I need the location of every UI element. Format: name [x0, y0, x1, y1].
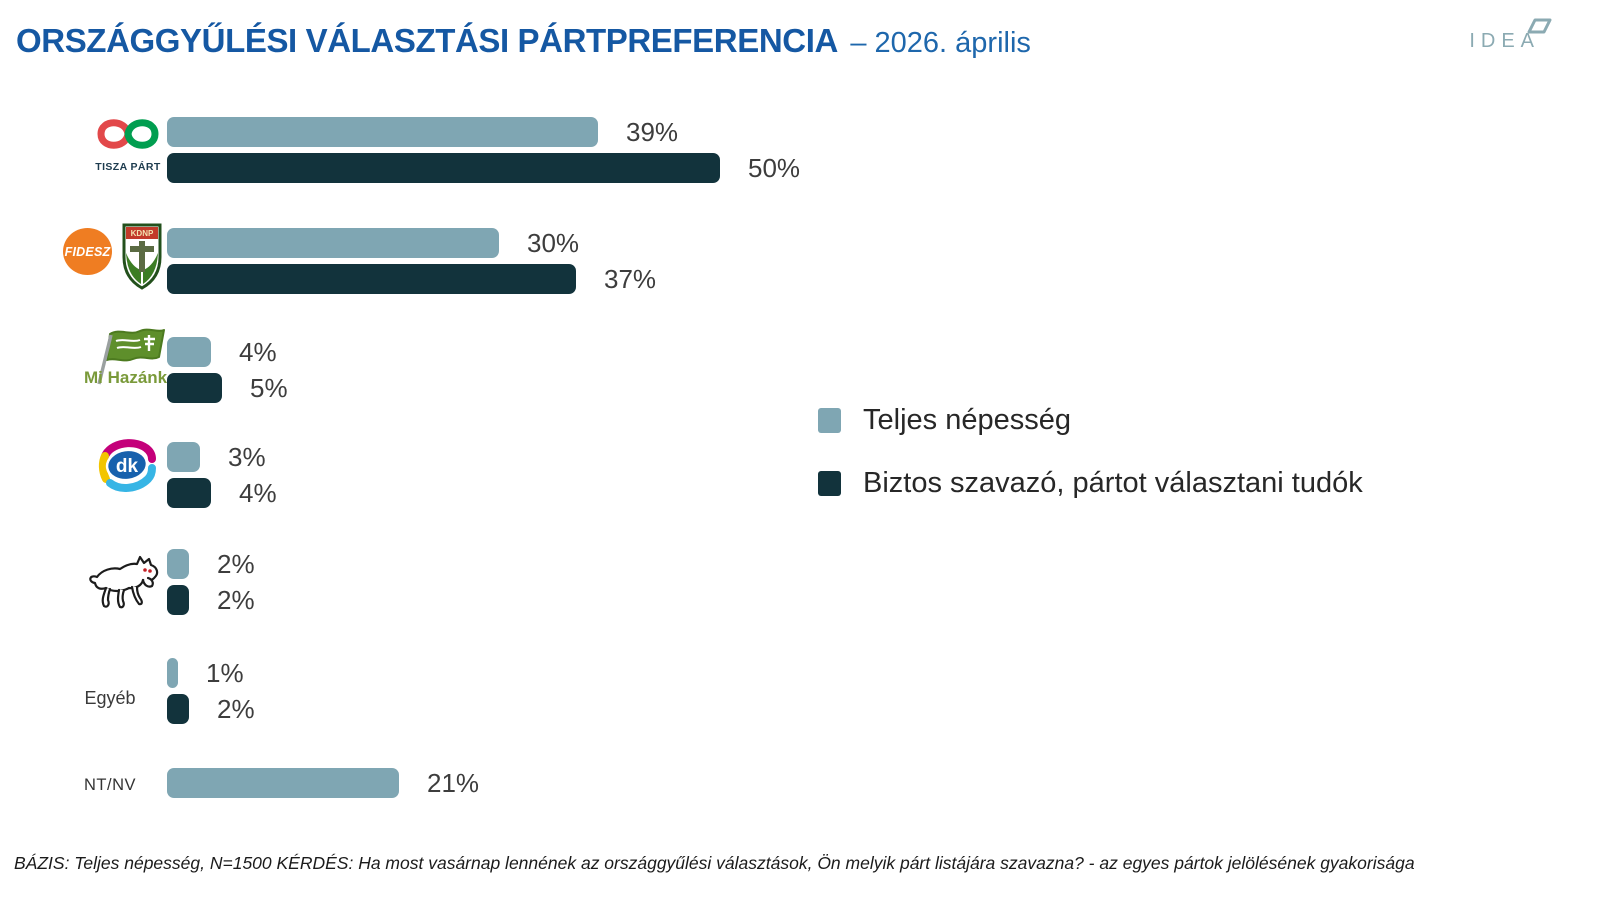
- bar-line: 30%: [167, 228, 1600, 258]
- bar-value-label: 2%: [217, 584, 255, 615]
- bar-line: 3%: [167, 442, 1600, 472]
- kdnp-shield-text: KDNP: [131, 229, 154, 238]
- bar-group-egyeb: Egyéb 1% 2%: [0, 658, 1600, 724]
- egyeb-label: Egyéb: [84, 688, 136, 708]
- idea-logo-icon: [1527, 18, 1552, 34]
- bar-value-label: 4%: [239, 477, 277, 508]
- bar-line: 2%: [167, 694, 1600, 724]
- bar-value-label: 30%: [527, 227, 580, 258]
- idea-institute-logo: IDEA: [1469, 18, 1552, 53]
- bar-line: 2%: [167, 549, 1600, 579]
- bar-line: 39%: [167, 117, 1600, 147]
- legend-swatch-teljes: [818, 407, 841, 433]
- bar-line: 2%: [167, 585, 1600, 615]
- mi-hazank-label: Mi Hazánk: [84, 368, 168, 387]
- title-main: ORSZÁGGYŰLÉSI VÁLASZTÁSI PÁRTPREFERENCIA: [16, 22, 838, 59]
- legend-label-teljes: Teljes népesség: [863, 403, 1071, 436]
- bar-value-label: 3%: [228, 441, 266, 472]
- ntnv-label: NT/NV: [84, 776, 136, 794]
- mkkp-dog-icon: [89, 555, 159, 609]
- footer-note: BÁZIS: Teljes népesség, N=1500 KÉRDÉS: H…: [14, 853, 1415, 873]
- bar-group-fidesz: FIDESZ KDNP 30% 37%: [0, 223, 1600, 294]
- legend-item-biztos: Biztos szavazó, pártot választani tudók: [818, 463, 1363, 503]
- kdnp-shield-icon: KDNP: [122, 223, 162, 290]
- legend-label-biztos: Biztos szavazó, pártot választani tudók: [863, 466, 1363, 499]
- bar-value-label: 1%: [206, 657, 244, 688]
- bar-line: 37%: [167, 264, 1600, 294]
- bar-value-label: 4%: [239, 336, 277, 367]
- bar-line: 4%: [167, 337, 1600, 367]
- bar-dk-biztos: [167, 478, 211, 508]
- mi-hazank-logo: Mi Hazánk: [84, 326, 170, 393]
- bar-value-label: 50%: [748, 152, 801, 183]
- mi-hazank-flag-icon: Mi Hazánk: [84, 328, 168, 387]
- tisza-part-label: TISZA PÁRT: [95, 161, 161, 173]
- legend: Teljes népesség Biztos szavazó, pártot v…: [818, 400, 1363, 526]
- bar-line: 5%: [167, 373, 1600, 403]
- bar-line: 4%: [167, 478, 1600, 508]
- bar-value-label: 2%: [217, 693, 255, 724]
- fidesz-logo: FIDESZ: [63, 228, 112, 275]
- bar-group-tisza: TISZA PÁRT 39% 50%: [0, 117, 1600, 183]
- bar-value-label: 37%: [604, 263, 657, 294]
- bar-group-dk: dk 3% 4%: [0, 439, 1600, 508]
- bar-egyeb-biztos: [167, 694, 189, 724]
- tisza-infinity-icon: [97, 119, 159, 149]
- bar-group-mkkp: 2% 2%: [0, 549, 1600, 615]
- page-title: ORSZÁGGYŰLÉSI VÁLASZTÁSI PÁRTPREFERENCIA…: [16, 22, 1031, 60]
- bar-ntnv-teljes: [167, 768, 399, 798]
- bar-value-label: 39%: [626, 116, 679, 147]
- fidesz-logo-text: FIDESZ: [64, 244, 111, 259]
- bar-mihazank-biztos: [167, 373, 222, 403]
- mkkp-dog-logo: [86, 552, 164, 617]
- bar-dk-teljes: [167, 442, 200, 472]
- dk-logo-text: dk: [116, 456, 139, 477]
- title-date: – 2026. április: [850, 27, 1031, 59]
- legend-swatch-biztos: [818, 470, 841, 496]
- bar-value-label: 21%: [427, 767, 480, 798]
- bar-group-mihazank: Mi Hazánk 4% 5%: [0, 328, 1600, 403]
- dk-logo-icon: dk: [98, 439, 156, 492]
- bar-tisza-teljes: [167, 117, 598, 147]
- bar-value-label: 2%: [217, 548, 255, 579]
- bar-mkkp-biztos: [167, 585, 189, 615]
- idea-logo-text: IDEA: [1469, 30, 1540, 52]
- bar-mihazank-teljes: [167, 337, 211, 367]
- dk-logo: dk: [98, 434, 156, 501]
- bar-tisza-biztos: [167, 153, 720, 183]
- tisza-part-logo: TISZA PÁRT: [88, 113, 168, 173]
- kdnp-logo: KDNP: [122, 223, 162, 296]
- bar-line: 1%: [167, 658, 1600, 688]
- bar-mkkp-teljes: [167, 549, 189, 579]
- bar-line: 21%: [167, 768, 1600, 798]
- bar-group-ntnv: NT/NV 21%: [0, 768, 1600, 798]
- legend-item-teljes: Teljes népesség: [818, 400, 1363, 440]
- bar-egyeb-teljes: [167, 658, 178, 688]
- bar-value-label: 5%: [250, 372, 288, 403]
- bar-line: 50%: [167, 153, 1600, 183]
- bar-fidesz-teljes: [167, 228, 499, 258]
- bar-fidesz-biztos: [167, 264, 576, 294]
